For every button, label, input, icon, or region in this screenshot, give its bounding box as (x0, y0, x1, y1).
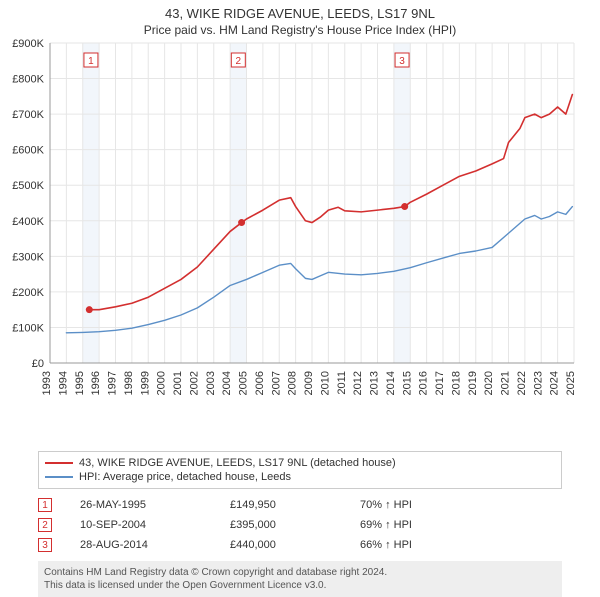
svg-text:2005: 2005 (238, 371, 250, 395)
svg-text:£900K: £900K (12, 38, 44, 50)
sale-badge-3: 3 (38, 538, 52, 552)
sale-date: 10-SEP-2004 (80, 519, 230, 531)
sale-hpi: 69% ↑ HPI (360, 519, 562, 531)
table-row: 3 28-AUG-2014 £440,000 66% ↑ HPI (38, 535, 562, 555)
svg-text:1999: 1999 (139, 371, 151, 395)
svg-text:2010: 2010 (319, 371, 331, 395)
svg-text:2003: 2003 (205, 371, 217, 395)
svg-text:2: 2 (236, 56, 242, 67)
svg-text:2017: 2017 (434, 371, 446, 395)
svg-text:2007: 2007 (270, 371, 282, 395)
svg-text:1995: 1995 (74, 371, 86, 395)
legend-swatch-hpi (45, 476, 73, 478)
svg-text:2016: 2016 (418, 371, 430, 395)
svg-text:£400K: £400K (12, 216, 44, 228)
legend-item-hpi: HPI: Average price, detached house, Leed… (45, 470, 555, 484)
svg-text:2023: 2023 (532, 371, 544, 395)
chart-container: £0 £100K £200K £300K £400K £500K £600K £700K £80… (0, 37, 600, 447)
svg-text:£200K: £200K (12, 287, 44, 299)
sale-badge-1: 1 (38, 498, 52, 512)
sale-date: 28-AUG-2014 (80, 539, 230, 551)
svg-text:2015: 2015 (401, 371, 413, 395)
svg-text:2009: 2009 (303, 371, 315, 395)
sale-price: £440,000 (230, 539, 360, 551)
svg-text:1993: 1993 (41, 371, 53, 395)
svg-text:2018: 2018 (450, 371, 462, 395)
svg-text:2013: 2013 (369, 371, 381, 395)
legend: 43, WIKE RIDGE AVENUE, LEEDS, LS17 9NL (… (38, 451, 562, 489)
svg-text:1997: 1997 (107, 371, 119, 395)
attribution-line2: This data is licensed under the Open Gov… (44, 579, 556, 592)
svg-text:2008: 2008 (287, 371, 299, 395)
legend-label-hpi: HPI: Average price, detached house, Leed… (79, 471, 291, 483)
attribution-line1: Contains HM Land Registry data © Crown c… (44, 566, 556, 579)
svg-text:1998: 1998 (123, 371, 135, 395)
sale-price: £149,950 (230, 499, 360, 511)
sale-hpi: 70% ↑ HPI (360, 499, 562, 511)
svg-text:2012: 2012 (352, 371, 364, 395)
svg-text:2020: 2020 (483, 371, 495, 395)
svg-text:2000: 2000 (156, 371, 168, 395)
table-row: 2 10-SEP-2004 £395,000 69% ↑ HPI (38, 515, 562, 535)
svg-text:1994: 1994 (57, 371, 69, 395)
legend-item-property: 43, WIKE RIDGE AVENUE, LEEDS, LS17 9NL (… (45, 456, 555, 470)
svg-text:£300K: £300K (12, 251, 44, 263)
svg-text:£100K: £100K (12, 322, 44, 334)
sale-date: 26-MAY-1995 (80, 499, 230, 511)
svg-text:2014: 2014 (385, 371, 397, 395)
svg-text:2011: 2011 (336, 371, 348, 395)
svg-text:£800K: £800K (12, 74, 44, 86)
svg-text:£600K: £600K (12, 145, 44, 157)
svg-text:2019: 2019 (467, 371, 479, 395)
svg-text:1996: 1996 (90, 371, 102, 395)
sale-hpi: 66% ↑ HPI (360, 539, 562, 551)
price-chart: £0 £100K £200K £300K £400K £500K £600K £700K £80… (0, 37, 600, 447)
legend-swatch-property (45, 462, 73, 464)
sale-price: £395,000 (230, 519, 360, 531)
svg-text:2021: 2021 (500, 371, 512, 395)
svg-text:2006: 2006 (254, 371, 266, 395)
svg-text:1: 1 (88, 56, 94, 67)
svg-text:2002: 2002 (188, 371, 200, 395)
table-row: 1 26-MAY-1995 £149,950 70% ↑ HPI (38, 495, 562, 515)
svg-text:£0: £0 (32, 358, 44, 370)
svg-text:2025: 2025 (565, 371, 577, 395)
page-title: 43, WIKE RIDGE AVENUE, LEEDS, LS17 9NL (0, 0, 600, 21)
sale-badge-2: 2 (38, 518, 52, 532)
svg-text:£500K: £500K (12, 180, 44, 192)
attribution: Contains HM Land Registry data © Crown c… (38, 561, 562, 597)
svg-text:£700K: £700K (12, 109, 44, 121)
page-subtitle: Price paid vs. HM Land Registry's House … (0, 21, 600, 37)
legend-label-property: 43, WIKE RIDGE AVENUE, LEEDS, LS17 9NL (… (79, 457, 396, 469)
svg-text:2001: 2001 (172, 371, 184, 395)
svg-text:2022: 2022 (516, 371, 528, 395)
svg-text:2024: 2024 (549, 371, 561, 395)
svg-text:2004: 2004 (221, 371, 233, 395)
sales-table: 1 26-MAY-1995 £149,950 70% ↑ HPI 2 10-SE… (38, 495, 562, 555)
svg-text:3: 3 (399, 56, 405, 67)
